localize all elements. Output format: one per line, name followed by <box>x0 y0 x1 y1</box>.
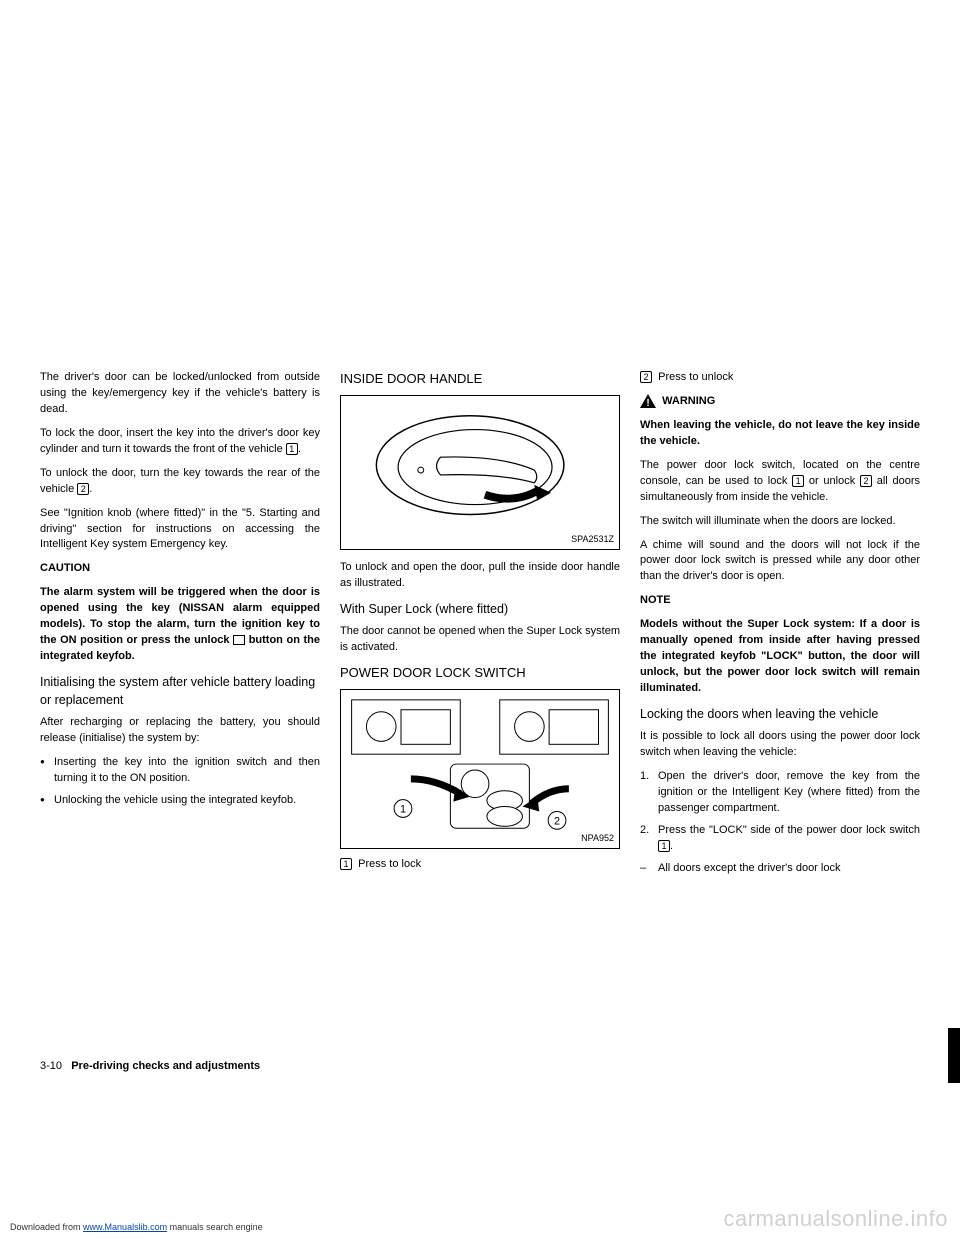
note-heading: NOTE <box>640 593 920 609</box>
warning-label: WARNING <box>662 395 715 407</box>
list-item: Inserting the key into the ignition swit… <box>40 755 320 787</box>
warning-line: ! WARNING <box>640 394 920 410</box>
body-text: To unlock the door, turn the key towards… <box>40 466 320 498</box>
callout-number-1: 1 <box>286 443 298 455</box>
unlock-icon <box>233 635 245 645</box>
callout-number-1: 1 <box>658 840 670 852</box>
callout-number-1: 1 <box>792 475 804 487</box>
page-content: The driver's door can be locked/unlocked… <box>40 370 920 883</box>
body-text: To lock the door, insert the key into th… <box>40 426 320 458</box>
subheading: With Super Lock (where fitted) <box>340 600 620 618</box>
body-text: See "Ignition knob (where fitted)" in th… <box>40 506 320 554</box>
caution-text: The alarm system will be triggered when … <box>40 585 320 665</box>
bullet-list: Inserting the key into the ignition swit… <box>40 755 320 809</box>
lock-switch-illustration: 1 2 <box>341 690 619 848</box>
column-2: INSIDE DOOR HANDLE SPA2531Z To unlock an… <box>340 370 620 883</box>
figure-lock-switch: 1 2 NPA952 <box>340 689 620 849</box>
door-handle-illustration <box>341 396 619 549</box>
list-item: 1.Open the driver's door, remove the key… <box>640 769 920 817</box>
section-title: Pre-driving checks and adjustments <box>71 1060 260 1072</box>
legend-text: Press to lock <box>358 858 421 870</box>
svg-text:1: 1 <box>400 803 406 815</box>
legend-item: 2 Press to unlock <box>640 370 920 386</box>
body-text: After recharging or replacing the batter… <box>40 715 320 747</box>
figure-door-handle: SPA2531Z <box>340 395 620 550</box>
page-number: 3-10 <box>40 1060 62 1072</box>
dash-list-item: All doors except the driver's door lock <box>640 861 920 877</box>
svg-text:!: ! <box>646 398 649 408</box>
body-text: The switch will illuminate when the door… <box>640 514 920 530</box>
legend-item: 1 Press to lock <box>340 857 620 873</box>
subheading: Initialising the system after vehicle ba… <box>40 673 320 709</box>
list-item: Unlocking the vehicle using the integrat… <box>40 793 320 809</box>
callout-number-1: 1 <box>340 858 352 870</box>
body-text: The door cannot be opened when the Super… <box>340 624 620 656</box>
column-3: 2 Press to unlock ! WARNING When leaving… <box>640 370 920 883</box>
list-item: 2.Press the "LOCK" side of the power doo… <box>640 823 920 855</box>
watermark: carmanualsonline.info <box>723 1206 948 1232</box>
subheading: Locking the doors when leaving the vehic… <box>640 705 920 723</box>
heading: INSIDE DOOR HANDLE <box>340 370 620 389</box>
download-line: Downloaded from www.Manualslib.com manua… <box>10 1222 263 1232</box>
body-text: To unlock and open the door, pull the in… <box>340 560 620 592</box>
caution-heading: CAUTION <box>40 561 320 577</box>
warning-icon: ! <box>640 394 656 408</box>
column-1: The driver's door can be locked/unlocked… <box>40 370 320 883</box>
heading: POWER DOOR LOCK SWITCH <box>340 664 620 683</box>
side-tab <box>948 1028 960 1083</box>
warning-text: When leaving the vehicle, do not leave t… <box>640 418 920 450</box>
callout-number-2: 2 <box>640 371 652 383</box>
legend-text: Press to unlock <box>658 371 733 383</box>
manualslib-link[interactable]: www.Manualslib.com <box>83 1222 167 1232</box>
body-text: The driver's door can be locked/unlocked… <box>40 370 320 418</box>
body-text: It is possible to lock all doors using t… <box>640 729 920 761</box>
svg-text:2: 2 <box>554 815 560 827</box>
callout-number-2: 2 <box>77 483 89 495</box>
note-text: Models without the Super Lock system: If… <box>640 617 920 697</box>
figure-label: NPA952 <box>581 832 614 845</box>
figure-label: SPA2531Z <box>571 533 614 546</box>
numbered-list: 1.Open the driver's door, remove the key… <box>640 769 920 855</box>
body-text: A chime will sound and the doors will no… <box>640 538 920 586</box>
callout-number-2: 2 <box>860 475 872 487</box>
body-text: The power door lock switch, located on t… <box>640 458 920 506</box>
page-footer: 3-10 Pre-driving checks and adjustments <box>40 1060 260 1072</box>
